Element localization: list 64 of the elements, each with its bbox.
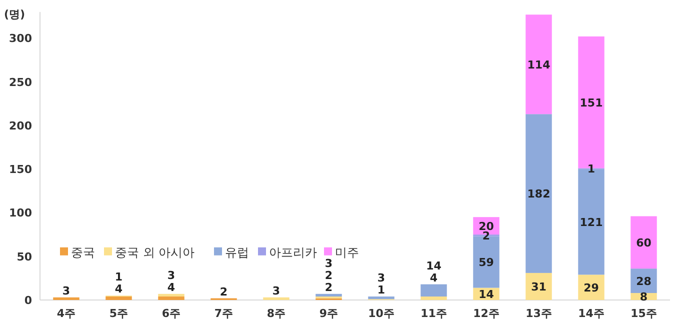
bar [420, 284, 447, 297]
x-tick-label: 10주 [368, 307, 394, 320]
data-label: 1 [114, 270, 123, 284]
bar [630, 216, 657, 269]
legend-label: 미주 [335, 245, 359, 260]
data-label: 31 [531, 280, 546, 294]
x-tick-label: 15주 [630, 307, 657, 320]
x-tick-label: 13주 [526, 307, 552, 320]
data-label: 4 [114, 282, 123, 296]
x-tick-label: 4주 [56, 307, 76, 320]
data-label: 3 [167, 268, 176, 282]
data-label: 3 [324, 256, 333, 270]
data-label: 151 [580, 96, 603, 110]
data-label: 2 [220, 285, 228, 298]
x-tick-label: 12주 [473, 307, 500, 320]
data-label: 114 [527, 58, 551, 72]
bar [158, 296, 184, 300]
bar [316, 294, 342, 297]
legend-label: 유럽 [225, 245, 249, 260]
bar [526, 272, 552, 300]
y-axis-title: (명) [4, 8, 26, 21]
x-tick-label: 14주 [578, 307, 604, 320]
legend-label: 중국 [71, 245, 95, 260]
data-label: 59 [478, 256, 494, 270]
y-tick-label: 50 [16, 250, 32, 264]
data-label: 3 [272, 284, 280, 298]
data-label: 8 [640, 290, 648, 304]
bar [53, 297, 80, 300]
bar [420, 296, 447, 300]
y-tick-label: 300 [9, 32, 32, 46]
legend-label: 아프리카 [269, 245, 317, 260]
bar [368, 296, 394, 300]
x-tick-label: 7주 [214, 307, 234, 320]
bar [578, 274, 604, 300]
data-label: 14 [478, 288, 494, 301]
data-label: 28 [636, 274, 652, 288]
data-label: 2 [324, 268, 333, 282]
bar [263, 297, 290, 300]
legend-label: 중국 외 아시아 [115, 245, 195, 260]
x-tick-label: 5주 [109, 307, 128, 320]
data-label: 4 [430, 271, 438, 284]
data-label: 1 [377, 284, 386, 297]
data-label: 14 [426, 259, 442, 272]
data-label: 2 [324, 280, 333, 294]
bar [106, 296, 132, 300]
data-label: 121 [580, 216, 603, 229]
bar [158, 294, 184, 297]
x-tick-label: 9주 [319, 307, 338, 320]
y-tick-label: 250 [9, 76, 32, 89]
y-tick-label: 200 [9, 119, 32, 132]
y-tick-label: 100 [9, 206, 32, 220]
data-label: 4 [167, 280, 176, 294]
y-tick-label: 150 [9, 163, 32, 176]
data-label: 29 [584, 281, 599, 294]
x-tick-label: 11주 [420, 307, 447, 320]
bar [526, 114, 552, 273]
y-tick-label: 0 [24, 294, 32, 307]
x-tick-label: 6주 [162, 307, 181, 320]
x-tick-label: 8주 [266, 307, 286, 320]
data-label: 3 [377, 272, 386, 285]
data-label: 60 [636, 236, 652, 250]
data-label: 182 [527, 188, 550, 201]
data-label: 3 [62, 284, 70, 298]
bar [526, 14, 552, 114]
